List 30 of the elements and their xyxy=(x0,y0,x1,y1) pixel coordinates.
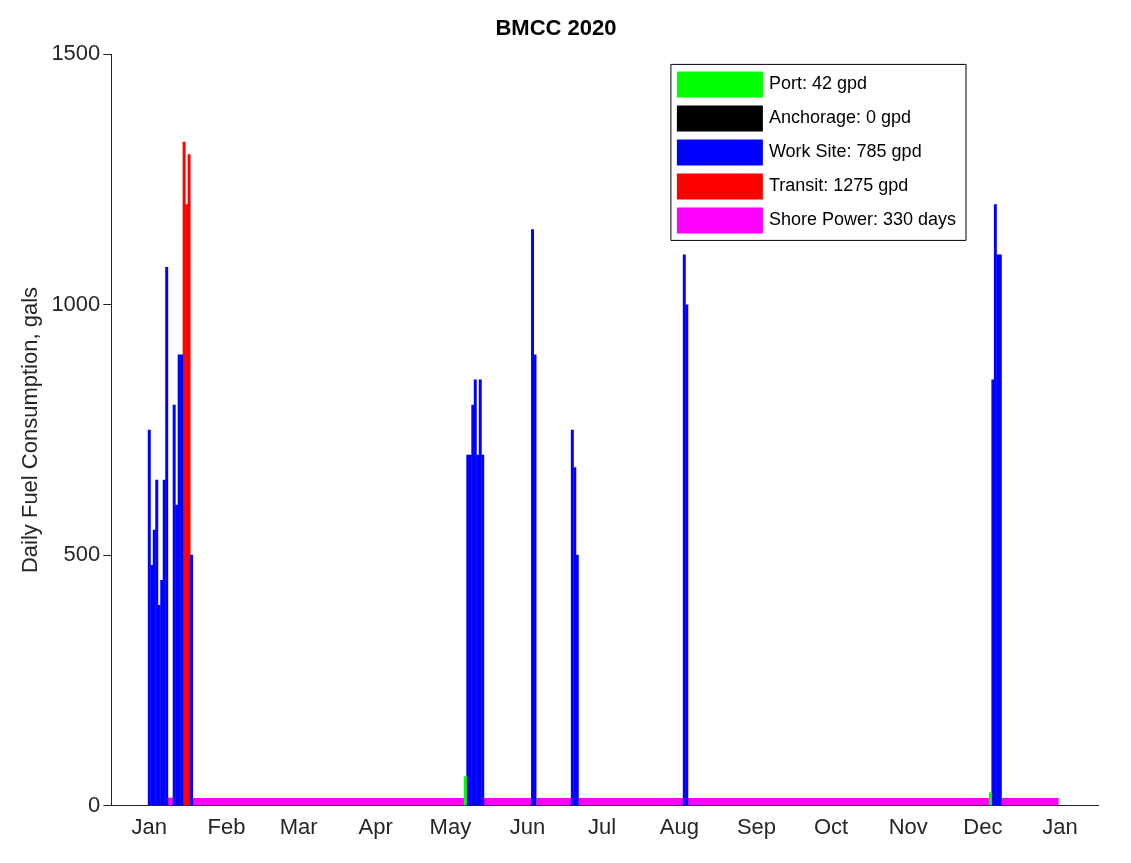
bar xyxy=(531,229,534,806)
y-tick-label: 0 xyxy=(88,791,101,817)
bar xyxy=(988,792,992,806)
bar xyxy=(190,554,194,806)
legend-label: Work Site: 785 gpd xyxy=(768,141,922,162)
x-tick-label: Jan xyxy=(1042,813,1078,839)
legend-label: Transit: 1275 gpd xyxy=(768,175,909,196)
x-tick-label: Oct xyxy=(814,813,849,839)
x-tick-label: Mar xyxy=(279,813,318,839)
y-axis-title: Daily Fuel Consumption, gals xyxy=(17,286,43,574)
legend-label: Anchorage: 0 gpd xyxy=(768,107,912,128)
legend-label: Shore Power: 330 days xyxy=(768,209,957,230)
chart-title: BMCC 2020 xyxy=(495,15,617,41)
bar xyxy=(463,776,467,806)
legend-label: Port: 42 gpd xyxy=(768,73,867,94)
bar xyxy=(165,266,169,806)
x-tick-label: Feb xyxy=(207,813,246,839)
x-tick-label: Nov xyxy=(888,813,928,839)
x-tick-label: Apr xyxy=(358,813,393,839)
y-tick-label: 1000 xyxy=(51,290,101,316)
x-tick-label: Jul xyxy=(588,813,617,839)
bar xyxy=(155,479,159,806)
x-tick-label: Jan xyxy=(131,813,168,839)
y-tick-label: 500 xyxy=(63,541,101,567)
x-tick-label: Sep xyxy=(736,813,777,839)
x-tick-label: May xyxy=(429,813,472,839)
x-tick-label: Aug xyxy=(659,813,699,839)
x-tick-label: Jun xyxy=(509,813,546,839)
y-tick-label: 1500 xyxy=(51,40,101,66)
x-tick-label: Dec xyxy=(963,813,1003,839)
